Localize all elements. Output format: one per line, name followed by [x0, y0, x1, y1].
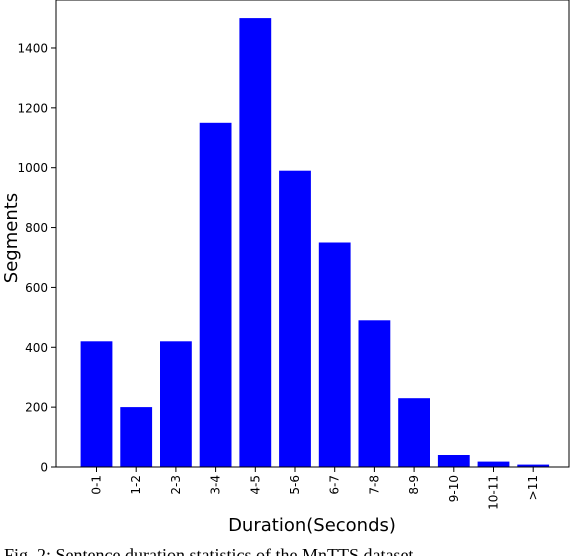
y-tick-label: 800 — [25, 221, 48, 235]
bar-8-9 — [398, 398, 430, 467]
bar-10-11 — [477, 461, 510, 467]
bar-4-5 — [239, 18, 272, 467]
x-axis-label: Duration(Seconds) — [228, 515, 396, 536]
bar-6-7 — [318, 242, 351, 467]
x-tick-label-6-7: 6-7 — [328, 475, 342, 495]
x-tick-label-7-8: 7-8 — [367, 475, 381, 495]
bar-7-8 — [358, 320, 391, 467]
bar-2-3 — [160, 341, 192, 467]
y-axis-ticks: 0 200 400 600 800 1000 1200 1400 — [17, 41, 56, 475]
x-tick-label-3-4: 3-4 — [209, 475, 223, 495]
y-tick-label: 200 — [25, 401, 48, 415]
y-tick-label: 600 — [25, 281, 48, 295]
x-tick-label-0-1: 0-1 — [90, 475, 104, 495]
y-tick-label: 1400 — [17, 41, 48, 55]
bar-3-4 — [199, 122, 232, 468]
y-tick-label: 400 — [25, 341, 48, 355]
x-axis-ticks: 0-1 1-2 2-3 3-4 4-5 5-6 6-7 7-8 8-9 9-10 10-11 >11 — [90, 467, 540, 510]
x-tick-label->11: >11 — [526, 475, 540, 500]
bar-0-1 — [80, 341, 113, 467]
bar->11 — [517, 464, 550, 467]
x-tick-label-10-11: 10-11 — [487, 475, 501, 510]
figure-caption: Fig. 2: Sentence duration statistics of … — [4, 545, 414, 556]
segment-duration-bar-chart: 0 200 400 600 800 1000 1200 1400 0-1 1-2 2-3 3-4 4-… — [1, 0, 570, 536]
x-tick-label-9-10: 9-10 — [447, 475, 461, 502]
x-tick-label-8-9: 8-9 — [407, 475, 421, 495]
bar-1-2 — [120, 407, 153, 467]
y-axis-label: Segments — [1, 193, 22, 283]
x-tick-label-1-2: 1-2 — [129, 475, 143, 495]
y-tick-label: 0 — [40, 461, 48, 475]
x-tick-label-5-6: 5-6 — [288, 475, 302, 495]
x-tick-label-4-5: 4-5 — [248, 475, 262, 495]
x-tick-label-2-3: 2-3 — [169, 475, 183, 495]
plot-frame — [55, 0, 570, 468]
y-tick-label: 1200 — [17, 101, 48, 115]
bar-9-10 — [437, 455, 470, 467]
bars-group — [80, 18, 550, 468]
y-tick-label: 1000 — [17, 161, 48, 175]
bar-5-6 — [279, 170, 311, 467]
